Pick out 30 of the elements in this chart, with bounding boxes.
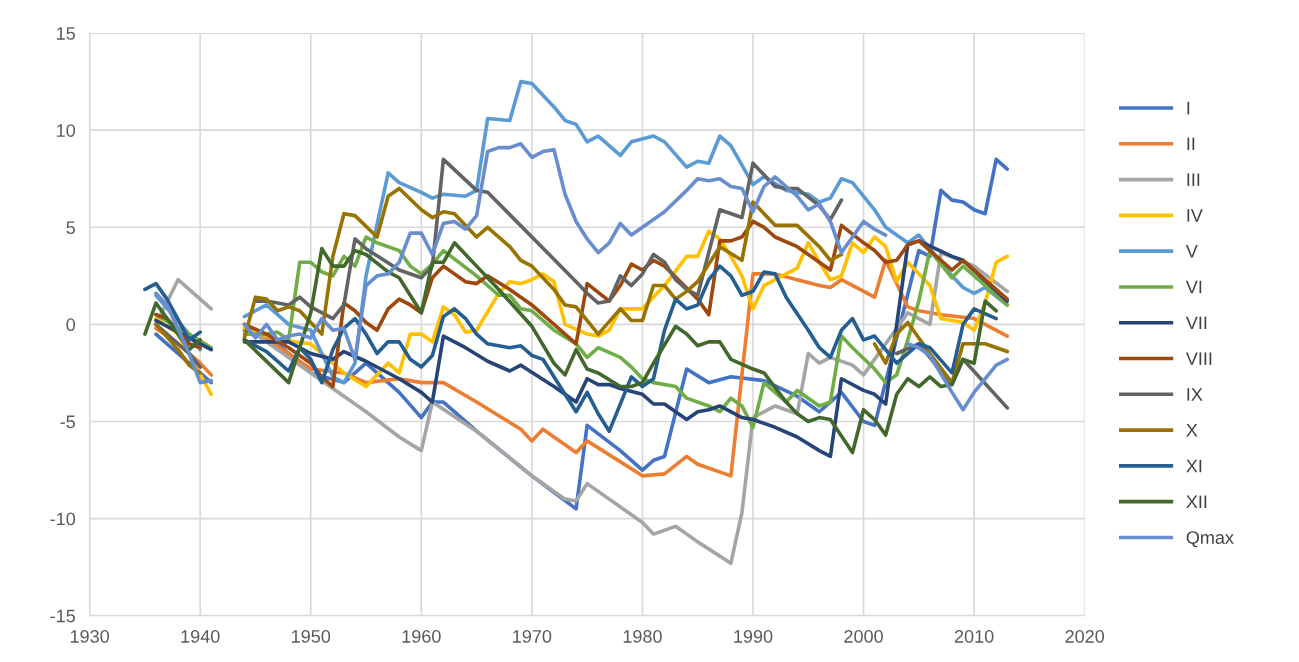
y-tick-label: 10: [57, 124, 76, 137]
legend-label: X: [1186, 424, 1198, 437]
x-tick-label: 2000: [844, 630, 883, 643]
x-tick-label: 1990: [734, 630, 773, 643]
x-tick-label: 1970: [513, 630, 552, 643]
x-tick-label: 2020: [1065, 630, 1105, 643]
legend-label: Qmax: [1186, 531, 1234, 548]
legend-label: V: [1185, 245, 1198, 258]
legend-label: IV: [1187, 209, 1203, 222]
y-tick-label: -15: [50, 609, 75, 623]
legend-label: VI: [1185, 280, 1202, 294]
x-tick-label: 1940: [181, 630, 220, 643]
x-tick-label: 1960: [402, 630, 441, 643]
legend-label: III: [1187, 173, 1200, 186]
legend-label: IX: [1187, 388, 1203, 401]
legend-label: XII: [1186, 495, 1207, 508]
legend-label: VIII: [1185, 352, 1212, 365]
y-tick-label: 5: [66, 221, 75, 235]
y-tick-label: 15: [57, 27, 75, 40]
x-tick-label: 1950: [292, 630, 331, 643]
x-tick-label: 2010: [954, 630, 994, 643]
legend-label: I: [1187, 101, 1190, 115]
legend-label: XI: [1186, 459, 1202, 473]
x-tick-label: 1930: [70, 630, 110, 643]
legend-label: II: [1187, 137, 1195, 151]
x-tick-label: 1980: [623, 630, 662, 643]
y-tick-label: 0: [66, 318, 76, 332]
y-tick-label: -5: [60, 415, 75, 429]
legend-label: VII: [1185, 316, 1207, 330]
y-tick-label: -10: [50, 512, 76, 526]
